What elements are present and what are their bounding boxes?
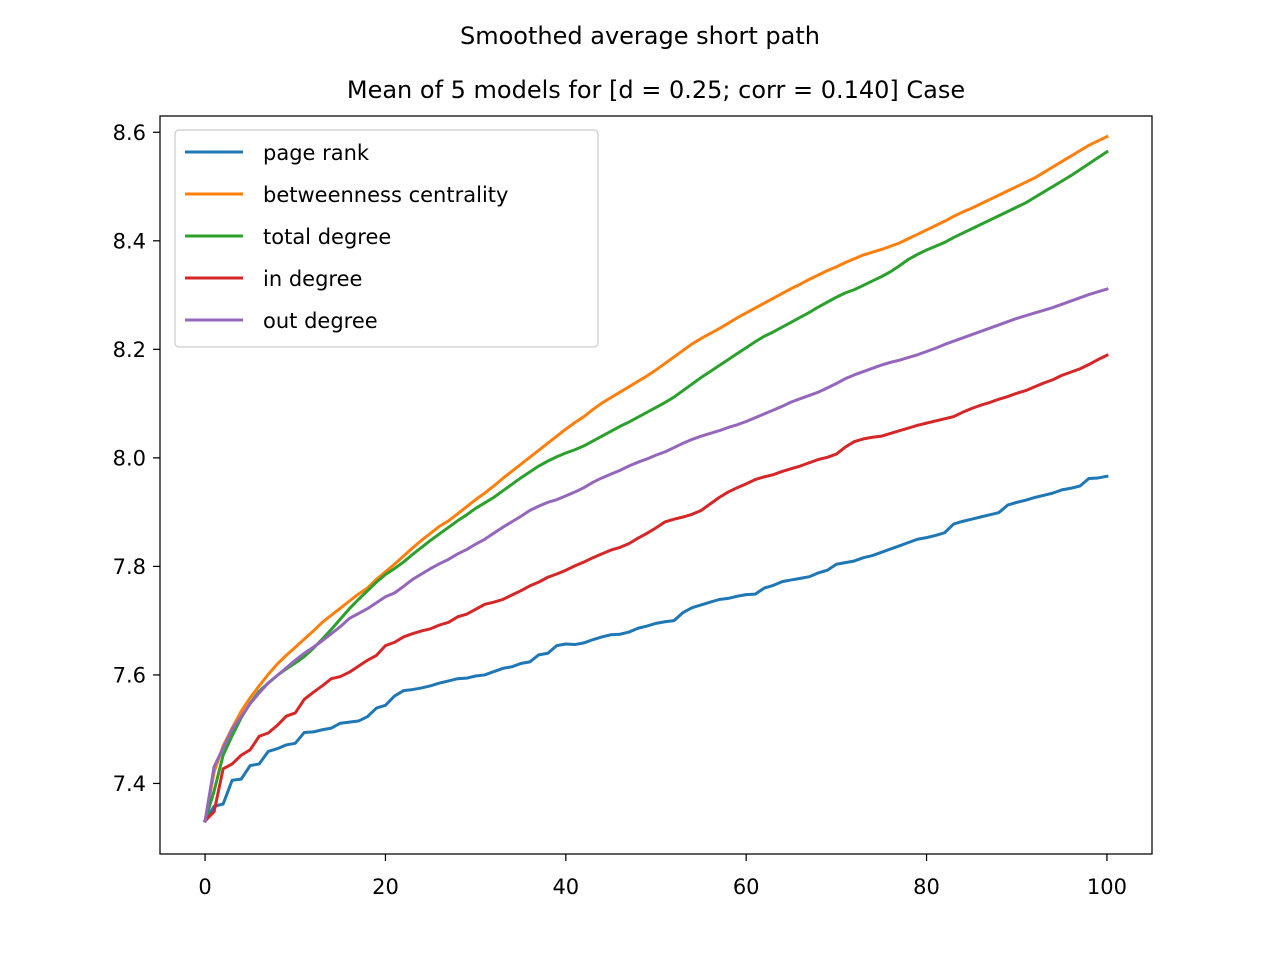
legend-box [174,129,599,348]
series-line-0 [203,474,1109,823]
x-tick-label: 100 [1087,875,1127,899]
y-tick-label: 7.8 [113,555,146,579]
x-tick-label: 20 [372,875,399,899]
y-tick-label: 8.4 [113,229,146,253]
x-tick-label: 80 [913,875,940,899]
x-tick-label: 40 [552,875,579,899]
x-tick-label: 60 [733,875,760,899]
plot-frame [159,115,1153,855]
y-tick-label: 8.6 [113,121,146,145]
legend-label: betweenness centrality [263,183,508,207]
legend-label: total degree [263,225,391,249]
legend-label: in degree [263,267,362,291]
series-line-2 [203,149,1109,823]
y-tick-label: 8.0 [113,446,146,470]
legend-label: out degree [263,309,378,333]
chart-suptitle: Smoothed average short path [460,22,820,50]
series-layer [202,134,1109,824]
y-tick-label: 7.6 [113,663,146,687]
series-line-1 [203,134,1109,823]
x-axis: 0 20 40 60 80 100 [198,854,1127,899]
series-line-3 [202,353,1109,824]
y-tick-label: 8.2 [113,338,146,362]
legend-label: page rank [263,141,370,165]
chart-title: Mean of 5 models for [d = 0.25; corr = 0… [347,76,965,104]
series-line-4 [203,287,1109,823]
y-axis: 7.4 7.6 7.8 8.0 8.2 8.4 8.6 [113,121,160,796]
legend: page rank betweenness centrality total deg… [174,129,599,348]
y-tick-label: 7.4 [113,772,146,796]
x-tick-label: 0 [198,875,211,899]
